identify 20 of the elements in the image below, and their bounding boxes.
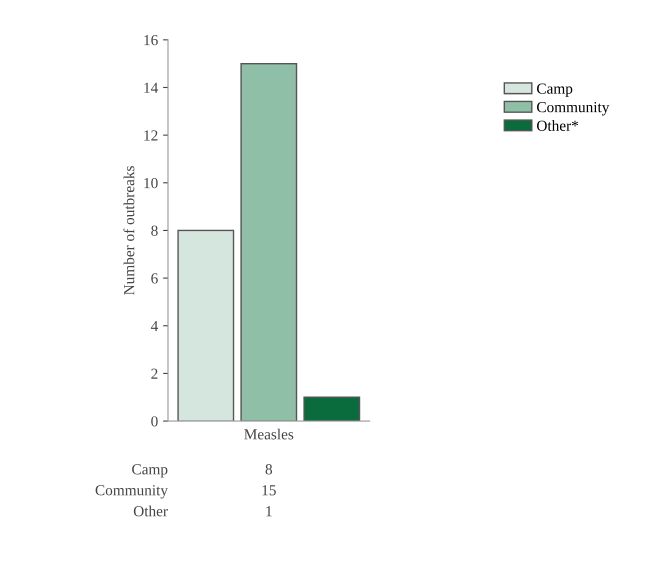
y-tick-label: 16 — [144, 35, 158, 46]
legend-label: Community — [537, 102, 610, 116]
text: Other — [134, 506, 168, 516]
text: 8 — [266, 464, 272, 474]
text: Community — [96, 485, 168, 499]
y-tick-label: 6 — [151, 273, 158, 284]
legend-label: Camp — [537, 84, 572, 97]
y-tick-label: 12 — [144, 130, 158, 140]
y-tick-label: 4 — [150, 320, 158, 332]
y-tick-label: 8 — [151, 226, 158, 236]
legend-label: Other* — [537, 120, 578, 131]
x-axis-title: Measles — [244, 428, 294, 440]
y-tick-label: 10 — [144, 178, 158, 188]
text: 15 — [262, 485, 276, 496]
text: 1 — [266, 506, 272, 516]
y-tick-label: 14 — [144, 82, 158, 93]
y-axis-title: Number of outbreaks — [123, 166, 134, 295]
y-tick-label: 0 — [151, 416, 158, 427]
y-tick-label: 2 — [151, 368, 158, 379]
text: Camp — [132, 464, 168, 478]
